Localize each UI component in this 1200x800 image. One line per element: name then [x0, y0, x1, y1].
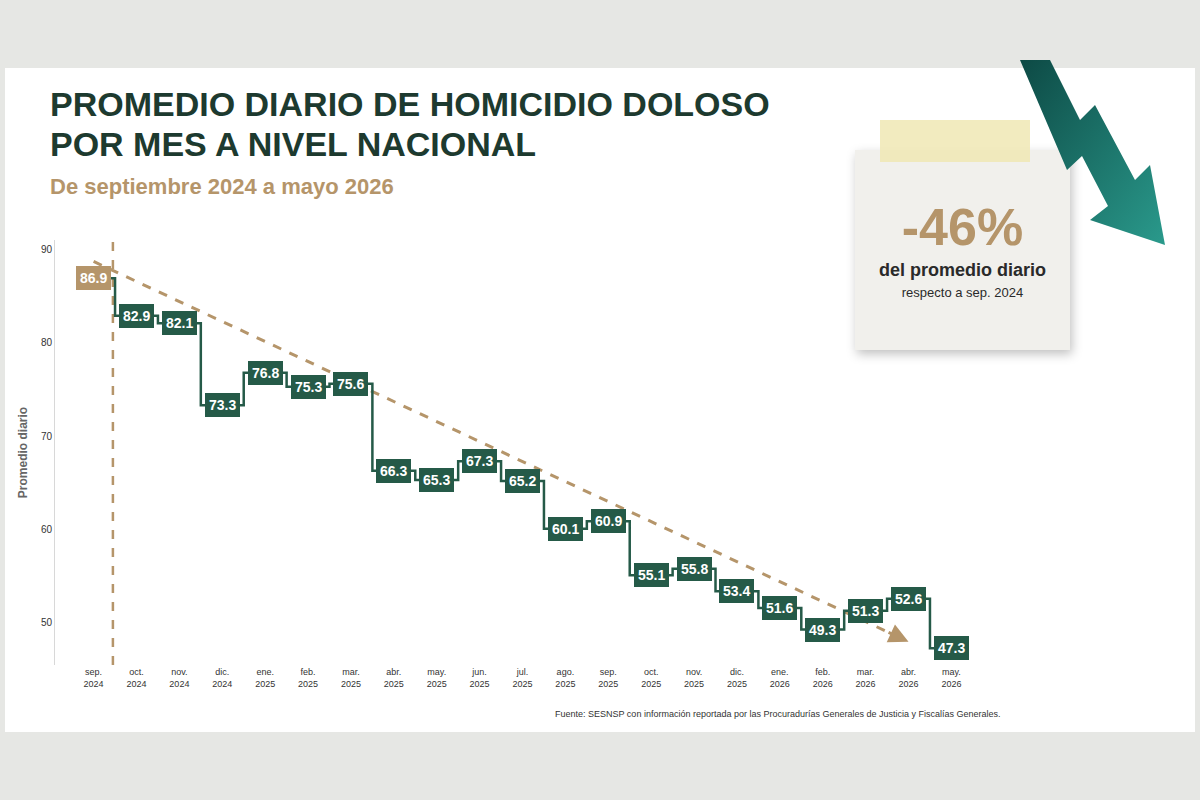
svg-text:55.8: 55.8: [681, 561, 708, 577]
svg-text:66.3: 66.3: [380, 463, 407, 479]
svg-text:oct.2025: oct.2025: [641, 667, 661, 689]
svg-text:76.8: 76.8: [252, 365, 279, 381]
html-text:PROMEDIO DIARIO DE HOMICIDIO D: PROMEDIO DIARIO DE HOMICIDIO DOLOSO POR …: [50, 85, 770, 163]
svg-text:73.3: 73.3: [209, 397, 236, 413]
svg-text:60.1: 60.1: [552, 521, 579, 537]
svg-text:47.3: 47.3: [938, 640, 965, 656]
svg-text:jun.2025: jun.2025: [470, 667, 490, 689]
svg-text:49.3: 49.3: [809, 622, 836, 638]
svg-text:53.4: 53.4: [723, 583, 750, 599]
svg-text:jul.2025: jul.2025: [512, 667, 532, 689]
svg-text:nov.2025: nov.2025: [684, 667, 704, 689]
svg-text:65.2: 65.2: [509, 473, 536, 489]
svg-text:70: 70: [41, 431, 53, 442]
svg-text:75.6: 75.6: [337, 376, 364, 392]
html-text:-46%: -46%: [901, 198, 1024, 256]
html-text:del promedio diario: del promedio diario: [879, 260, 1046, 280]
html-text:Fuente: SESNSP con información: Fuente: SESNSP con información reportada…: [555, 709, 1001, 719]
svg-text:abr.2026: abr.2026: [898, 667, 918, 689]
svg-text:feb.2026: feb.2026: [813, 667, 833, 689]
svg-text:82.1: 82.1: [166, 315, 193, 331]
svg-text:51.6: 51.6: [766, 600, 793, 616]
svg-text:65.3: 65.3: [423, 472, 450, 488]
svg-text:82.9: 82.9: [123, 308, 150, 324]
svg-text:oct.2024: oct.2024: [126, 667, 146, 689]
svg-text:Promedio diario: Promedio diario: [16, 407, 30, 498]
svg-text:50: 50: [41, 617, 53, 628]
svg-text:80: 80: [41, 337, 53, 348]
svg-text:52.6: 52.6: [895, 591, 922, 607]
svg-text:51.3: 51.3: [852, 603, 879, 619]
html-text:respecto a sep. 2024: respecto a sep. 2024: [901, 285, 1024, 300]
svg-text:may.2025: may.2025: [427, 667, 447, 689]
svg-text:67.3: 67.3: [466, 453, 493, 469]
svg-text:86.9: 86.9: [80, 270, 107, 286]
svg-text:dic.2024: dic.2024: [212, 667, 232, 689]
svg-text:nov.2024: nov.2024: [169, 667, 189, 689]
svg-text:90: 90: [41, 244, 53, 255]
svg-text:may.2026: may.2026: [941, 667, 961, 689]
svg-text:60.9: 60.9: [595, 513, 622, 529]
svg-text:55.1: 55.1: [638, 567, 665, 583]
svg-text:feb.2025: feb.2025: [298, 667, 318, 689]
svg-text:60: 60: [41, 524, 53, 535]
html-text:De septiembre 2024 a mayo 2026: De septiembre 2024 a mayo 2026: [50, 174, 394, 199]
svg-text:mar.2025: mar.2025: [341, 667, 361, 689]
svg-text:mar.2026: mar.2026: [856, 667, 876, 689]
svg-text:ene.2025: ene.2025: [255, 667, 275, 689]
svg-text:75.3: 75.3: [295, 379, 322, 395]
svg-text:abr.2025: abr.2025: [384, 667, 404, 689]
svg-text:sep.2025: sep.2025: [598, 667, 618, 689]
svg-text:dic.2025: dic.2025: [727, 667, 747, 689]
svg-text:ene.2026: ene.2026: [770, 667, 790, 689]
svg-text:ago.2025: ago.2025: [555, 667, 575, 689]
svg-text:sep.2024: sep.2024: [84, 667, 104, 689]
